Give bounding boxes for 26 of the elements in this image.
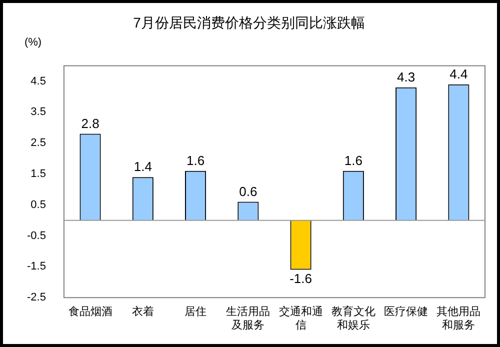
data-label: 0.6	[239, 184, 258, 199]
y-tick-label: -1.5	[26, 260, 46, 273]
x-tick-label: 居住	[184, 306, 207, 318]
x-tick-label: 食品烟酒	[68, 305, 112, 318]
x-tick-label: 交通和通信	[278, 305, 323, 332]
x-tick-label: 生活用品及服务	[226, 305, 270, 332]
y-axis-title: (%)	[24, 36, 42, 48]
y-tick-label: 0.5	[30, 198, 46, 211]
x-tick-label: 衣着	[132, 305, 154, 318]
data-label: -1.6	[290, 270, 312, 286]
y-tick-label: 2.5	[30, 137, 46, 150]
data-label: 1.6	[344, 152, 362, 168]
x-tick-label: 医疗保健	[384, 305, 428, 318]
x-tick-label: 其他用品和服务	[436, 305, 481, 332]
x-tick-label: 教育文化和娱乐	[331, 305, 376, 332]
y-tick-label: -0.5	[26, 230, 46, 242]
y-tick-label: 3.5	[30, 106, 46, 118]
chart-title: 7月份居民消费价格分类别同比涨跌幅	[133, 14, 365, 30]
data-label: 2.8	[81, 116, 100, 131]
y-tick-label: 4.5	[30, 75, 46, 88]
y-tick-label: 1.5	[30, 168, 46, 180]
y-tick-label: -2.5	[26, 292, 46, 304]
data-label: 1.4	[134, 159, 152, 174]
data-label: 4.4	[450, 66, 468, 82]
data-label: 1.6	[186, 152, 205, 168]
data-label: 4.3	[397, 70, 416, 85]
